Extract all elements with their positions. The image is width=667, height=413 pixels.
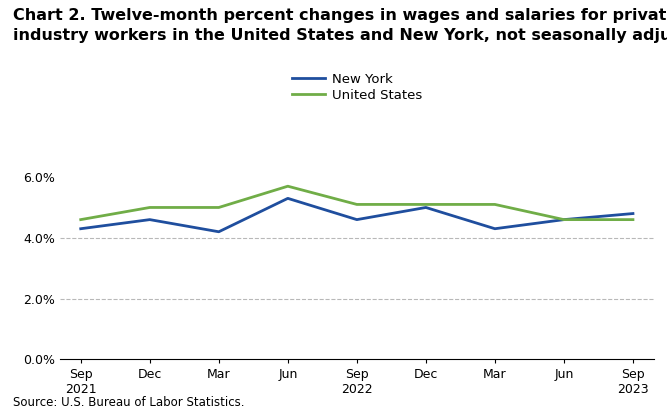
- Line: New York: New York: [81, 198, 633, 232]
- New York: [77, 226, 85, 231]
- United States: [146, 205, 154, 210]
- Text: Chart 2. Twelve-month percent changes in wages and salaries for private
industry: Chart 2. Twelve-month percent changes in…: [13, 8, 667, 43]
- New York: [353, 217, 361, 222]
- United States: [77, 217, 85, 222]
- New York: [146, 217, 154, 222]
- United States: [284, 184, 292, 189]
- New York: [284, 196, 292, 201]
- New York: [215, 229, 223, 234]
- Legend: New York, United States: New York, United States: [292, 73, 422, 102]
- United States: [422, 202, 430, 207]
- New York: [560, 217, 568, 222]
- United States: [560, 217, 568, 222]
- Text: Source: U.S. Bureau of Labor Statistics.: Source: U.S. Bureau of Labor Statistics.: [13, 396, 245, 409]
- United States: [353, 202, 361, 207]
- New York: [629, 211, 637, 216]
- United States: [215, 205, 223, 210]
- Line: United States: United States: [81, 186, 633, 220]
- New York: [491, 226, 499, 231]
- United States: [491, 202, 499, 207]
- New York: [422, 205, 430, 210]
- United States: [629, 217, 637, 222]
